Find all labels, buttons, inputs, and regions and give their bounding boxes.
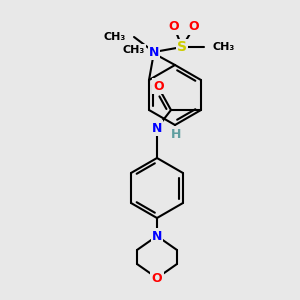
Text: N: N [152, 122, 162, 134]
Text: S: S [177, 40, 187, 54]
Text: O: O [189, 20, 199, 34]
Text: CH₃: CH₃ [212, 42, 234, 52]
Text: CH₃: CH₃ [104, 32, 126, 42]
Text: O: O [169, 20, 179, 34]
Text: N: N [152, 230, 162, 242]
Text: O: O [154, 80, 164, 92]
Text: H: H [171, 128, 181, 140]
Text: CH₃: CH₃ [123, 45, 145, 55]
Text: N: N [149, 46, 159, 59]
Text: O: O [152, 272, 162, 284]
